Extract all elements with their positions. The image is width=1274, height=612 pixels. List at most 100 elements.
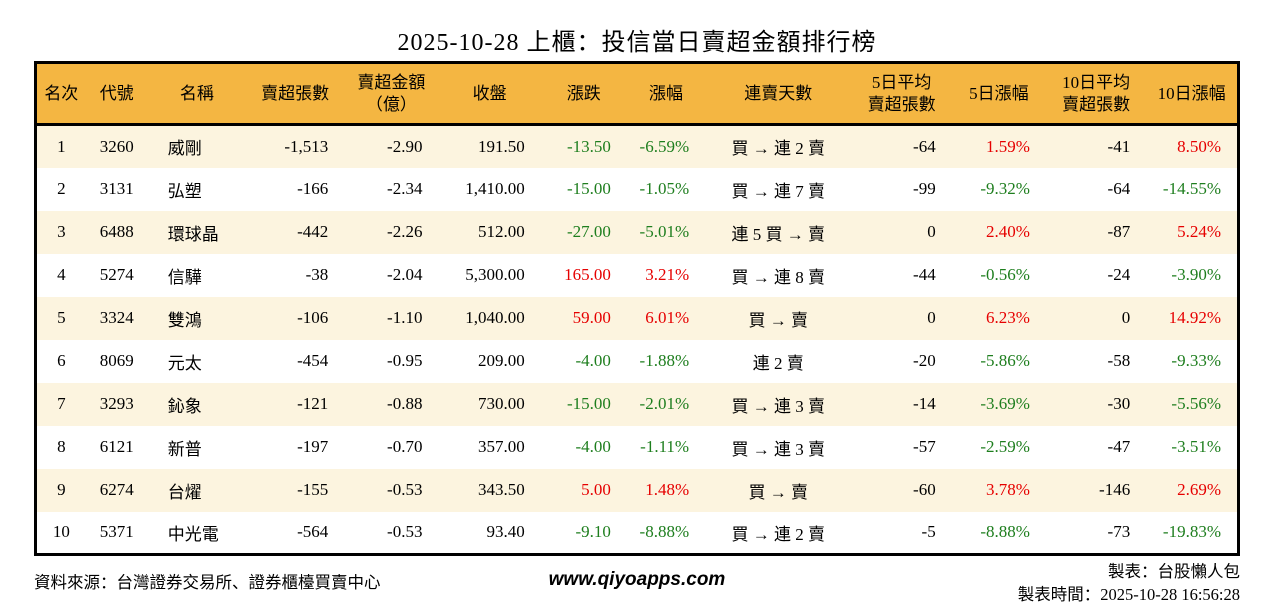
table-row: 2 3131 弘塑 -166 -2.34 1,410.00 -15.00 -1.05% 買 → … — [35, 167, 1239, 211]
cell-code: 3131 — [99, 179, 134, 198]
cell-name: 威剛 — [167, 139, 202, 159]
cell-chg10-pct: -19.83% — [1162, 522, 1221, 542]
cell-avg5-volume: 0 — [927, 222, 936, 241]
cell-sell-streak: 買 → 連 3 賣 — [731, 396, 826, 416]
table-body: 1 3260 威剛 -1,513 -2.90 191.50 -13.50 -6.59% 買 → … — [35, 124, 1239, 555]
cell-change: -4.00 — [575, 437, 611, 456]
cell-name: 弘塑 — [167, 181, 202, 201]
cell-avg5-volume: -20 — [913, 351, 936, 370]
cell-change-pct: -1.05% — [639, 179, 690, 198]
cell-name: 雙鴻 — [167, 310, 202, 330]
cell-net-sell-amount: -1.10 — [387, 308, 423, 327]
cell-change: -15.00 — [567, 394, 611, 413]
cell-change-pct: -8.88% — [639, 522, 690, 542]
table-row: 4 5274 信驊 -38 -2.04 5,300.00 165.00 3.21% 買 → 連 … — [35, 253, 1239, 297]
cell-change-pct: 1.48% — [645, 480, 690, 499]
cell-avg5-volume: 0 — [927, 308, 936, 327]
cell-net-sell-amount: -0.70 — [387, 437, 423, 456]
cell-rank: 1 — [57, 136, 66, 156]
cell-avg10-volume: 0 — [1121, 308, 1131, 327]
cell-change-pct: -2.01% — [639, 394, 690, 413]
cell-name: 信驊 — [167, 267, 202, 287]
table-row: 5 3324 雙鴻 -106 -1.10 1,040.00 59.00 6.01% 買 → 賣 0… — [35, 296, 1239, 340]
cell-net-sell-amount: -2.90 — [387, 136, 423, 156]
cell-net-sell-amount: -0.95 — [387, 351, 423, 370]
cell-net-sell-volume: -121 — [297, 394, 329, 413]
cell-sell-streak: 買 → 連 3 賣 — [731, 439, 826, 459]
cell-sell-streak: 買 → 賣 — [748, 482, 809, 502]
column-header-chg10-pct: 10日漲幅 — [1146, 62, 1239, 126]
cell-sell-streak: 買 → 連 2 賣 — [731, 139, 826, 159]
cell-net-sell-volume: -106 — [297, 308, 329, 327]
cell-chg5-pct: 3.78% — [986, 480, 1030, 499]
cell-sell-streak: 連 2 賣 — [752, 353, 804, 373]
cell-rank: 3 — [57, 222, 66, 241]
cell-net-sell-volume: -1,513 — [284, 136, 329, 156]
cell-change-pct: -1.11% — [640, 437, 690, 456]
cell-rank: 2 — [57, 179, 66, 198]
cell-chg5-pct: 1.59% — [986, 136, 1030, 156]
cell-change-pct: -1.88% — [639, 351, 690, 370]
cell-close: 93.40 — [486, 522, 525, 542]
cell-rank: 4 — [57, 265, 66, 284]
cell-name: 中光電 — [167, 524, 219, 544]
cell-rank: 7 — [57, 394, 66, 413]
cell-chg5-pct: -8.88% — [980, 522, 1030, 542]
cell-chg10-pct: -3.90% — [1171, 265, 1221, 284]
cell-avg10-volume: -64 — [1107, 179, 1131, 198]
cell-net-sell-volume: -38 — [305, 265, 329, 284]
cell-code: 5371 — [99, 522, 134, 542]
cell-rank: 5 — [57, 308, 66, 327]
cell-chg5-pct: -3.69% — [980, 394, 1030, 413]
cell-chg5-pct: -5.86% — [980, 351, 1030, 370]
cell-net-sell-volume: -564 — [297, 522, 329, 542]
cell-change: -4.00 — [575, 351, 611, 370]
cell-net-sell-amount: -0.53 — [387, 480, 423, 499]
column-header-sell-streak: 連賣天數 — [705, 62, 852, 126]
column-header-avg5-volume: 5日平均 賣超張數 — [851, 62, 952, 126]
cell-change-pct: -5.01% — [639, 222, 690, 241]
cell-net-sell-volume: -454 — [297, 351, 329, 370]
cell-chg5-pct: 2.40% — [986, 222, 1030, 241]
data-source-label: 資料來源：台灣證券交易所、證券櫃檯買賣中心 — [34, 573, 381, 592]
cell-avg10-volume: -30 — [1107, 394, 1131, 413]
header-row: 名次 代號 名稱 賣超張數 賣超金額 （億） 收盤 漲跌 漲幅 連賣天數 5日平… — [35, 62, 1239, 126]
cell-name: 環球晶 — [167, 224, 219, 244]
cell-chg10-pct: -14.55% — [1162, 179, 1221, 198]
cell-avg5-volume: -64 — [913, 136, 936, 156]
cell-code: 3260 — [99, 136, 134, 156]
cell-chg5-pct: -9.32% — [980, 179, 1030, 198]
cell-chg10-pct: -9.33% — [1171, 351, 1221, 370]
cell-code: 3293 — [99, 394, 134, 413]
column-header-code: 代號 — [85, 62, 148, 126]
cell-name: 台燿 — [167, 482, 202, 502]
cell-avg10-volume: -146 — [1099, 480, 1131, 499]
table-row: 8 6121 新普 -197 -0.70 357.00 -4.00 -1.11% 買 → 連 3… — [35, 425, 1239, 469]
cell-code: 5274 — [99, 265, 134, 284]
column-header-avg10-volume: 10日平均 賣超張數 — [1045, 62, 1147, 126]
cell-rank: 8 — [57, 437, 66, 456]
cell-avg5-volume: -44 — [913, 265, 936, 284]
cell-chg5-pct: 6.23% — [986, 308, 1030, 327]
cell-sell-streak: 連 5 買 → 賣 — [731, 224, 826, 244]
cell-net-sell-volume: -155 — [297, 480, 329, 499]
cell-chg10-pct: -3.51% — [1171, 437, 1221, 456]
cell-change-pct: -6.59% — [639, 136, 690, 156]
cell-close: 209.00 — [477, 351, 525, 370]
column-header-close: 收盤 — [438, 62, 541, 126]
ranking-table: 名次 代號 名稱 賣超張數 賣超金額 （億） 收盤 漲跌 漲幅 連賣天數 5日平… — [34, 61, 1240, 556]
cell-close: 191.50 — [477, 136, 525, 156]
cell-close: 343.50 — [477, 480, 525, 499]
cell-change: -15.00 — [567, 179, 611, 198]
cell-sell-streak: 買 → 連 2 賣 — [731, 524, 826, 544]
cell-sell-streak: 買 → 連 8 賣 — [731, 267, 826, 287]
credits-block: 製表：台股懶人包 製表時間：2025-10-28 16:56:28 — [1018, 560, 1240, 606]
cell-net-sell-volume: -442 — [297, 222, 329, 241]
cell-sell-streak: 買 → 賣 — [748, 310, 809, 330]
table-row: 3 6488 環球晶 -442 -2.26 512.00 -27.00 -5.01% 連 5 買… — [35, 210, 1239, 254]
cell-code: 6121 — [99, 437, 134, 456]
cell-avg10-volume: -87 — [1107, 222, 1131, 241]
cell-name: 元太 — [167, 353, 202, 373]
cell-sell-streak: 買 → 連 7 賣 — [731, 181, 826, 201]
column-header-net-sell-volume: 賣超張數 — [246, 62, 345, 126]
